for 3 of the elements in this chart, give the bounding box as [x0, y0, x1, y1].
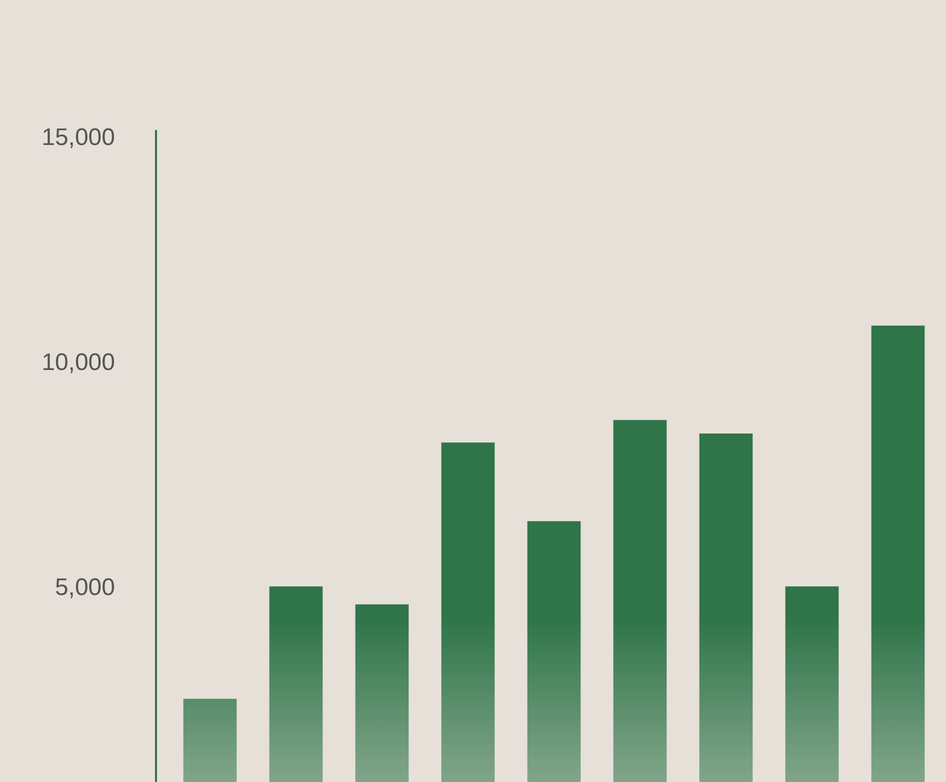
- y-tick-label: 15,000: [42, 124, 115, 152]
- y-tick-label: 5,000: [54, 574, 115, 601]
- y-tick-label: 10,000: [42, 348, 115, 376]
